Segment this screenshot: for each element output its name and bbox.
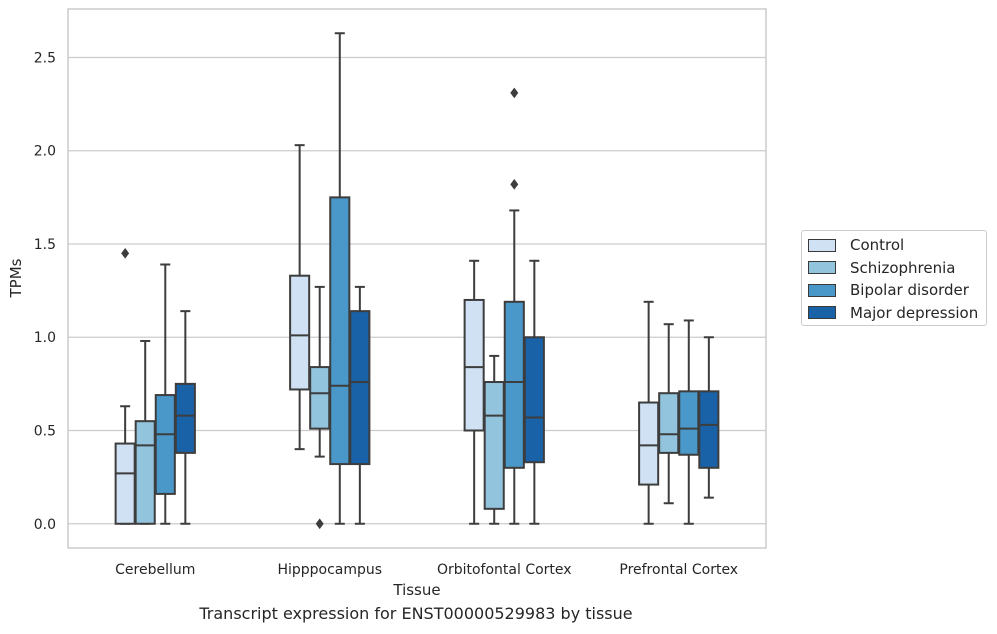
legend-label: Bipolar disorder bbox=[850, 281, 969, 299]
box-control bbox=[114, 247, 136, 525]
y-tick-label: 2.0 bbox=[34, 144, 56, 160]
legend: Control Schizophrenia Bipolar disorder Majo… bbox=[801, 230, 987, 326]
box-major-depression bbox=[523, 259, 545, 525]
x-tick-label: Hipppocampus bbox=[277, 562, 382, 578]
y-tick-label: 0.5 bbox=[34, 424, 56, 440]
outlier-point bbox=[510, 87, 519, 99]
legend-item: Schizophrenia bbox=[808, 258, 955, 278]
box-iqr bbox=[503, 300, 525, 469]
box-bipolar-disorder bbox=[503, 87, 525, 525]
y-tick-label: 1.0 bbox=[34, 330, 56, 346]
legend-label: Major depression bbox=[850, 303, 979, 322]
box-bipolar-disorder bbox=[678, 319, 700, 525]
box-major-depression bbox=[349, 285, 371, 525]
legend-item: Control bbox=[808, 235, 904, 255]
legend-label: Control bbox=[850, 236, 905, 254]
box-iqr bbox=[463, 298, 485, 432]
box-bipolar-disorder bbox=[154, 263, 176, 525]
box-schizophrenia bbox=[309, 285, 331, 530]
legend-label: Schizophrenia bbox=[850, 258, 956, 277]
box-series bbox=[114, 32, 720, 530]
legend-item: Major depression bbox=[808, 303, 978, 323]
box-iqr bbox=[349, 310, 371, 466]
box-iqr bbox=[114, 442, 136, 525]
legend-swatch bbox=[808, 306, 836, 319]
box-iqr bbox=[523, 336, 545, 464]
box-major-depression bbox=[698, 336, 720, 499]
x-tick-label: Prefrontal Cortex bbox=[619, 562, 738, 578]
box-iqr bbox=[154, 394, 176, 495]
box-iqr bbox=[134, 420, 156, 525]
box-iqr bbox=[483, 381, 505, 510]
box-iqr bbox=[698, 390, 720, 469]
box-control bbox=[289, 144, 311, 451]
box-control bbox=[463, 259, 485, 525]
y-tick-label: 2.5 bbox=[34, 50, 56, 66]
box-bipolar-disorder bbox=[329, 32, 351, 525]
box-iqr bbox=[289, 274, 311, 391]
x-axis-label: Tissue bbox=[392, 581, 440, 599]
box-control bbox=[638, 300, 660, 525]
legend-item: Bipolar disorder bbox=[808, 280, 969, 300]
x-tick-labels: Cerebellum Hipppocampus Orbitofontal Corte… bbox=[115, 562, 738, 578]
legend-swatch bbox=[808, 238, 836, 252]
box-iqr bbox=[658, 392, 680, 454]
outlier-point bbox=[315, 518, 324, 530]
outlier-point bbox=[121, 247, 130, 259]
box-schizophrenia bbox=[483, 354, 505, 525]
box-iqr bbox=[309, 366, 331, 430]
box-iqr bbox=[638, 401, 660, 486]
box-schizophrenia bbox=[134, 339, 156, 525]
x-tick-label: Cerebellum bbox=[115, 562, 195, 578]
outlier-point bbox=[510, 178, 519, 190]
box-iqr bbox=[678, 390, 700, 456]
box-iqr bbox=[329, 196, 351, 466]
box-iqr bbox=[174, 382, 196, 454]
y-tick-labels: 0.0 0.5 1.0 1.5 2.0 2.5 bbox=[34, 50, 56, 532]
legend-swatch bbox=[808, 261, 836, 274]
box-major-depression bbox=[174, 310, 196, 525]
y-axis-label: TPMs bbox=[7, 258, 25, 298]
x-tick-label: Orbitofontal Cortex bbox=[437, 562, 572, 578]
y-tick-label: 1.5 bbox=[34, 237, 56, 253]
y-tick-label: 0.0 bbox=[34, 517, 56, 533]
box-schizophrenia bbox=[658, 323, 680, 505]
figure-caption: Transcript expression for ENST0000052998… bbox=[199, 604, 633, 623]
legend-swatch bbox=[808, 283, 836, 297]
